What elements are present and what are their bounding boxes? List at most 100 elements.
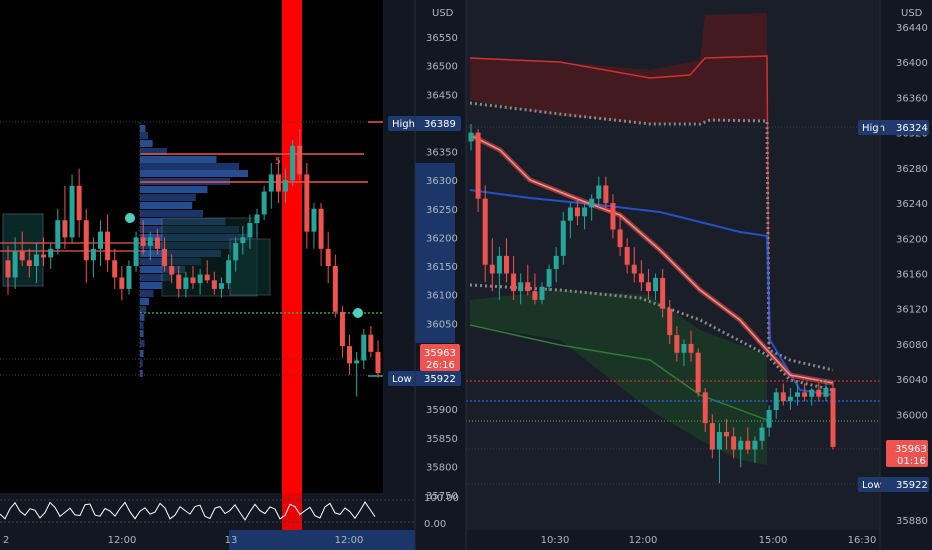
price-tick-label: 35850 [426, 434, 458, 445]
candle-body [745, 440, 751, 450]
volume-profile-bar [140, 170, 248, 177]
volume-profile-bar [140, 163, 239, 170]
candle-body [631, 264, 637, 274]
candle-body [688, 343, 694, 353]
candle-body [468, 132, 474, 142]
time-tick-label: 13 [225, 535, 238, 546]
candle-body [724, 431, 730, 437]
candle-body [525, 282, 531, 292]
candle-body [318, 208, 324, 249]
candle-body [539, 286, 545, 300]
candle-body [5, 260, 11, 278]
low-label-value: 35922 [896, 480, 928, 491]
candle-body [518, 282, 524, 292]
price-tick-label: 36000 [896, 410, 928, 421]
candle-body [653, 277, 659, 292]
candle-body [695, 352, 701, 393]
candle-body [702, 392, 708, 424]
candle-body [489, 264, 495, 274]
volume-profile-bar [140, 282, 162, 289]
candle-body [375, 351, 381, 374]
candle-body [204, 274, 210, 281]
time-tick-label: 12:00 [108, 535, 137, 546]
candle-body [218, 283, 224, 289]
candle-body [681, 343, 687, 353]
candle-body [496, 255, 502, 274]
candle-body [147, 237, 153, 246]
price-tick-label: 35900 [426, 405, 458, 416]
candle-body [233, 243, 239, 261]
price-tick-label: 36440 [896, 23, 928, 34]
candle-body [197, 274, 203, 284]
candle-body [674, 335, 680, 353]
candle-body [816, 389, 822, 397]
candle-body [126, 266, 132, 289]
left-currency-label: USD [432, 8, 454, 19]
volume-profile-bar [140, 340, 145, 347]
oscillator-pane [0, 493, 415, 530]
last-price-countdown: 01:16 [897, 456, 926, 467]
volume-profile-bar [140, 274, 172, 281]
candle-body [90, 248, 96, 261]
candle-body [667, 308, 673, 336]
price-tick-label: 36120 [896, 305, 928, 316]
candle-body [48, 248, 54, 258]
low-label-box [858, 477, 929, 492]
candle-body [582, 207, 588, 217]
candle-body [766, 409, 772, 428]
osc-tick-label: 0.00 [424, 519, 446, 530]
price-tick-label: 36300 [426, 176, 458, 187]
lower-band [470, 290, 767, 465]
price-tick-label: 35880 [896, 516, 928, 527]
price-tick-label: 36360 [896, 93, 928, 104]
candle-body [190, 277, 196, 284]
candle-body [716, 431, 722, 450]
candle-body [553, 255, 559, 270]
price-tick-label: 36040 [896, 375, 928, 386]
high-label-box [388, 116, 461, 131]
candle-body [33, 254, 39, 266]
candle-body [311, 208, 317, 232]
time-tick-label: 12:00 [335, 535, 364, 546]
candle-body [183, 277, 189, 289]
candle-body [275, 174, 281, 192]
candle-body [475, 132, 481, 199]
candle-body [795, 392, 801, 397]
candle-body [169, 266, 175, 275]
candle-body [339, 311, 345, 347]
lower-dotted-band [469, 283, 834, 392]
price-tick-label: 36050 [426, 319, 458, 330]
candle-body [638, 273, 644, 283]
candle-body [354, 360, 360, 364]
candle-body [780, 392, 786, 402]
candle-body [560, 220, 566, 256]
candle-body [361, 334, 367, 361]
candle-body [297, 145, 303, 175]
candle-body [211, 280, 217, 289]
axis-range-highlight [415, 163, 455, 343]
volume-profile-bar [140, 350, 144, 357]
candle-body [226, 260, 232, 284]
marker-dot [353, 308, 363, 318]
candle-body [532, 291, 538, 300]
candle-body [773, 392, 779, 410]
time-tick-label: 16:30 [848, 535, 877, 546]
price-tick-label: 36100 [426, 291, 458, 302]
candle-body [610, 203, 616, 230]
candle-body [140, 237, 146, 246]
candle-body [546, 269, 552, 287]
high-label-text: High [392, 119, 415, 130]
ema-line [469, 134, 834, 384]
candle-body [759, 427, 765, 441]
candle-body [98, 231, 103, 249]
price-tick-label: 36200 [896, 234, 928, 245]
candle-body [19, 251, 25, 261]
price-tick-label: 36240 [896, 199, 928, 210]
candle-body [787, 396, 793, 402]
high-label-box [858, 120, 929, 135]
candle-body [12, 251, 18, 278]
high-label-value: 36389 [424, 119, 456, 130]
low-label-box [388, 371, 461, 386]
